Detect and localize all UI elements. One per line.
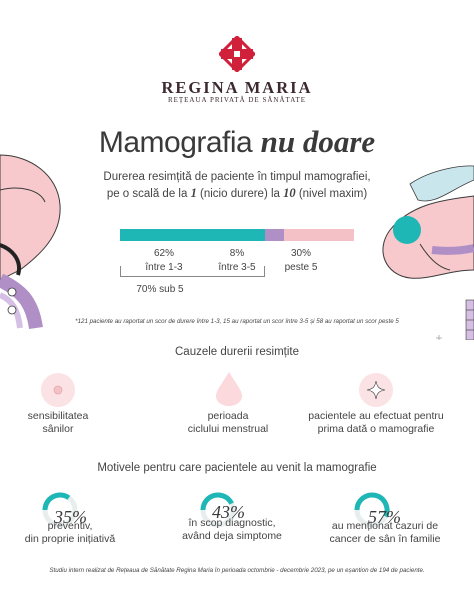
study-footnote: Studiu intern realizat de Rețeaua de Săn… [49, 567, 425, 574]
motive-3-line2: cancer de sân în familie [329, 533, 441, 545]
causes-title: Cauzele durerii resimțite [175, 346, 299, 358]
right-illustration [382, 165, 474, 340]
breast-circle-icon [41, 373, 75, 407]
motive-gauge-3 [354, 492, 390, 528]
cause-label-2: perioada ciclului menstrual [158, 410, 298, 436]
cause-2-line1: perioada [207, 410, 249, 422]
description-line1: Durerea resimțită de paciente în timpul … [103, 171, 371, 183]
motive-label-3: au menționat cazuri de cancer de sân în … [310, 520, 460, 546]
motive-1-line2: din proprie inițiativă [24, 533, 116, 545]
cause-2-line2: ciclului menstrual [187, 423, 269, 435]
motive-percent-2: 43% [212, 502, 245, 522]
desc-num1: 1 [190, 186, 197, 200]
cause-label-1: sensibilitatea sânilor [0, 410, 116, 436]
pain-percent-low: 62% [153, 248, 174, 259]
pain-range-mid: între 3-5 [218, 262, 256, 273]
desc-post: (nivel maxim) [295, 188, 368, 200]
desc-mid: (nicio durere) la [196, 188, 284, 200]
motive-1-line1: preventiv, [47, 520, 93, 532]
motives-title: Motivele pentru care pacientele au venit… [97, 462, 377, 474]
gauge-fill [354, 492, 390, 518]
left-illustration [0, 154, 61, 330]
description-line2: pe o scală de la 1 (nicio durere) la 10 … [0, 186, 474, 201]
cause-1-line2: sânilor [42, 423, 74, 435]
pain-scale-bar [120, 229, 354, 241]
desc-num2: 10 [283, 186, 296, 200]
motive-label-1: preventiv, din proprie inițiativă [12, 520, 128, 546]
pain-bar-segment-mid [265, 229, 284, 241]
sparkle-icon [359, 373, 393, 407]
desc-pre: pe o scală de la [106, 188, 191, 200]
motive-gauge-2 [200, 492, 236, 528]
gauge-fill [42, 492, 71, 511]
summary-bracket [120, 266, 265, 277]
motive-percent-1: 35% [54, 507, 87, 527]
motive-2-line2: având deja simptome [182, 530, 282, 542]
pain-bar-segment-high [283, 229, 354, 241]
motive-2-line1: în scop diagnostic, [188, 517, 276, 529]
cause-3-line1: pacientele au efectuat pentru [308, 410, 444, 422]
cause-label-3: pacientele au efectuat pentru prima dată… [296, 410, 456, 436]
pain-percent-high: 30% [290, 248, 311, 259]
brand-name: REGINA MARIA [161, 78, 313, 97]
pain-footnote: *121 paciente au raportat un scor de dur… [75, 318, 399, 325]
brand-subtitle: REȚEAUA PRIVATĂ DE SĂNĂTATE [167, 96, 307, 104]
summary-bracket-right [264, 266, 265, 276]
motive-label-2: în scop diagnostic, având deja simptome [172, 517, 292, 543]
title-part2: nu doare [260, 124, 376, 159]
motive-3-line1: au menționat cazuri de [331, 520, 439, 532]
cause-3-line2: prima dată o mamografie [317, 423, 435, 435]
logo-cross-icon [219, 36, 255, 72]
pain-bar-segment-low [120, 229, 266, 241]
pain-summary-label: 70% sub 5 [136, 284, 184, 295]
pain-percent-mid: 8% [229, 248, 245, 259]
pain-range-high: peste 5 [284, 262, 318, 273]
motive-percent-3: 57% [368, 507, 401, 527]
motive-gauge-1 [42, 492, 78, 528]
drop-icon [216, 372, 242, 406]
page-title: Mamografia nu doare [0, 124, 474, 160]
title-part1: Mamografia [98, 126, 253, 159]
cause-1-line1: sensibilitatea [27, 410, 89, 422]
gauge-fill [200, 492, 234, 511]
pain-range-low: între 1-3 [145, 262, 183, 273]
